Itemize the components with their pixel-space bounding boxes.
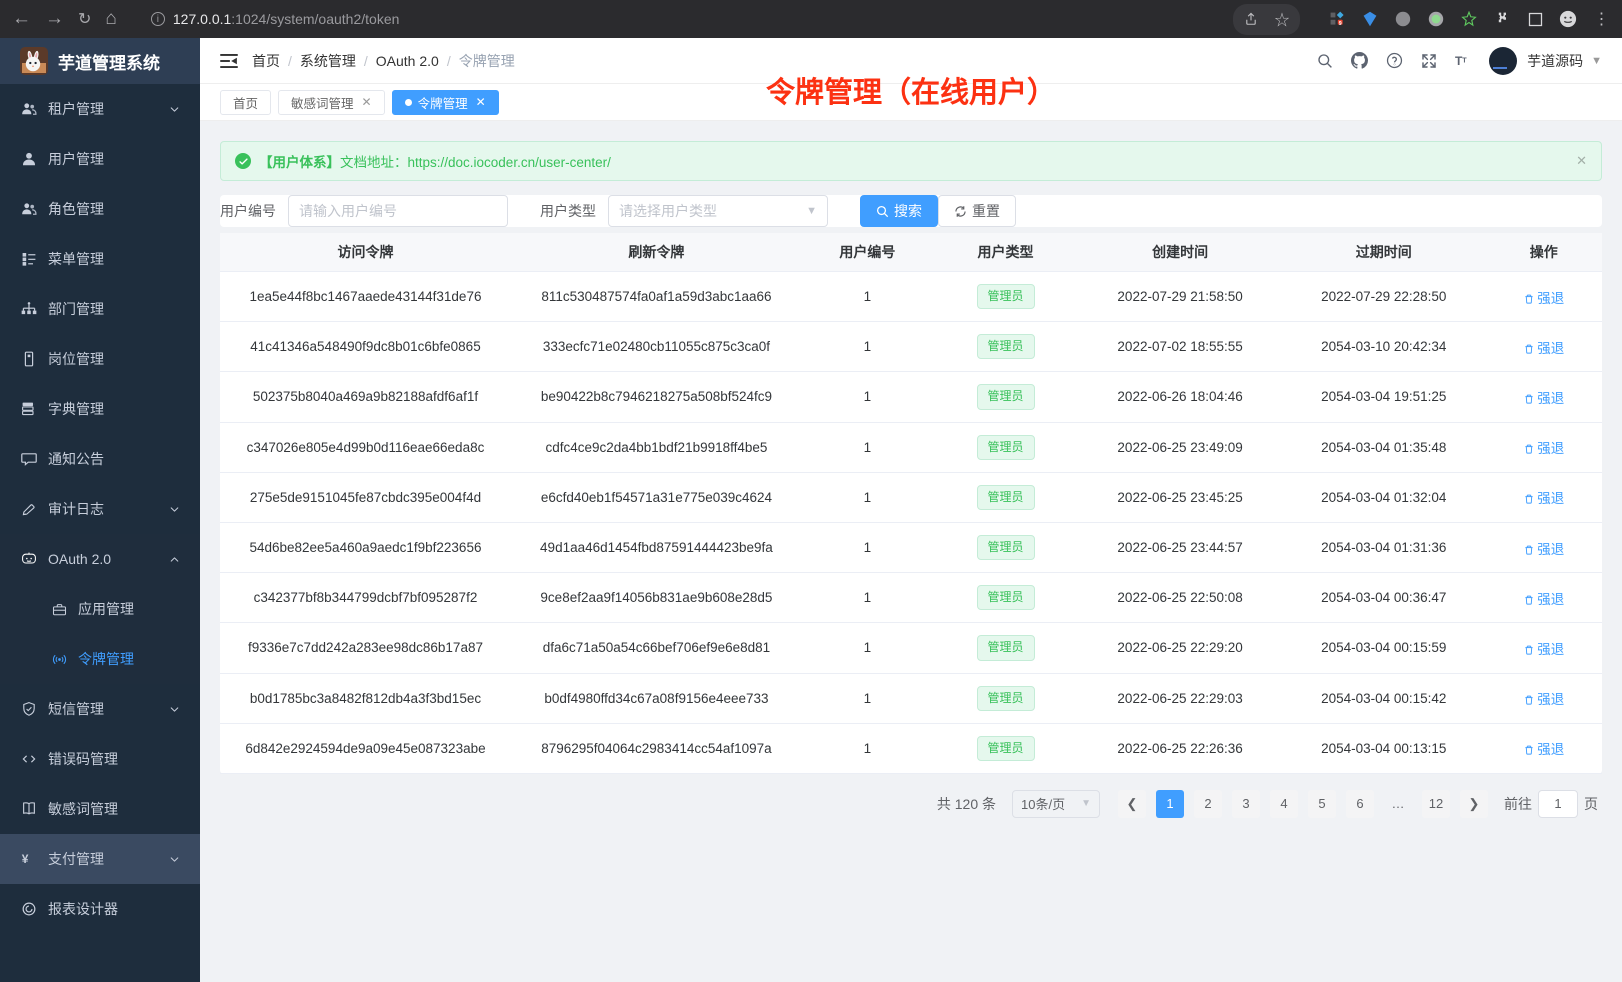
svg-text:T: T [1462, 55, 1467, 64]
svg-text:9: 9 [1339, 21, 1342, 27]
svg-text:¥: ¥ [22, 852, 29, 866]
